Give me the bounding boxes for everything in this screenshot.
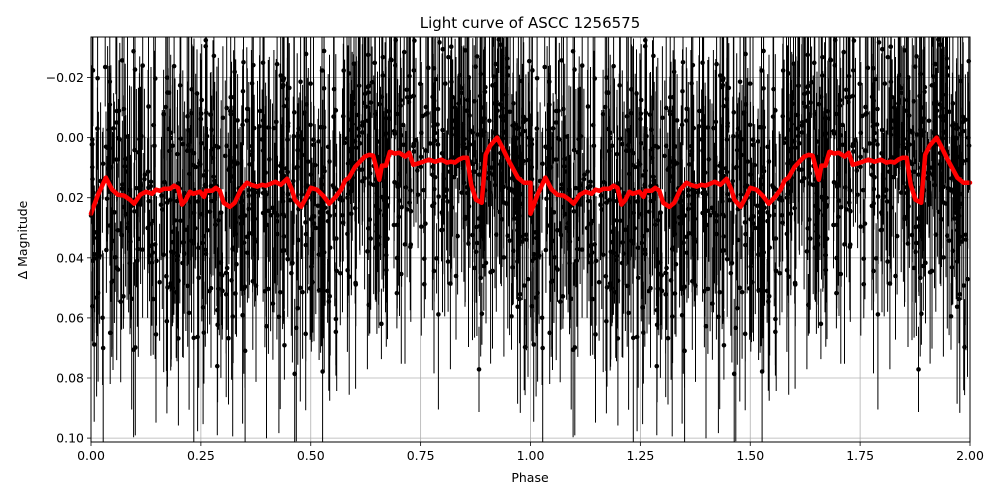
y-tick-label: 0.06 — [56, 310, 84, 325]
y-tick-label: 0.04 — [56, 250, 84, 265]
x-tick-label: 1.75 — [846, 448, 874, 463]
x-axis-label: Phase — [511, 470, 549, 485]
x-tick-label: 0.00 — [77, 448, 105, 463]
x-tick-label: 0.75 — [407, 448, 435, 463]
x-tick-label: 1.50 — [736, 448, 764, 463]
y-tick-label: 0.08 — [56, 371, 84, 386]
x-tick-label: 1.00 — [517, 448, 545, 463]
plot-area — [88, 37, 973, 442]
x-tick-label: 0.25 — [187, 448, 215, 463]
y-axis-ticks: −0.02 0.00 0.02 0.04 0.06 0.08 0.10 — [46, 70, 91, 446]
y-tick-label: −0.02 — [46, 70, 84, 85]
y-tick-label: 0.00 — [56, 130, 84, 145]
smoothed-curve-line — [88, 135, 973, 216]
x-tick-label: 1.25 — [626, 448, 654, 463]
observation-points — [88, 37, 972, 442]
x-tick-label: 0.50 — [297, 448, 325, 463]
x-tick-label: 2.00 — [956, 448, 984, 463]
y-axis-label: Δ Magnitude — [15, 200, 30, 279]
y-tick-label: 0.02 — [56, 190, 84, 205]
x-axis-ticks: 0.00 0.25 0.50 0.75 1.00 1.25 1.50 1.75 2.00 — [77, 442, 984, 463]
y-tick-label: 0.10 — [56, 431, 84, 446]
chart-title: Light curve of ASCC 1256575 — [420, 14, 641, 32]
